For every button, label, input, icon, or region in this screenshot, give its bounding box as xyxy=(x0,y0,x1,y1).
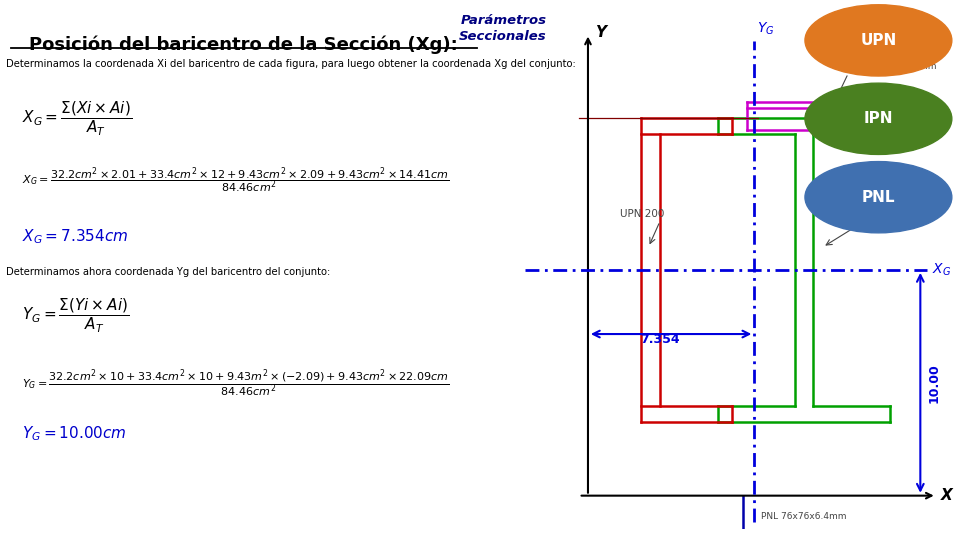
Text: X: X xyxy=(941,488,953,503)
Text: PNL: PNL xyxy=(862,190,895,205)
Text: UPN: UPN xyxy=(860,33,897,48)
Text: 7.354: 7.354 xyxy=(639,333,680,346)
Text: Determinamos la coordenada Xi del baricentro de cada figura, para luego obtener : Determinamos la coordenada Xi del barice… xyxy=(6,59,575,70)
Text: Posición del baricentro de la Sección (Xg):: Posición del baricentro de la Sección (X… xyxy=(29,35,457,53)
Text: PNL 76x76x6.4mm: PNL 76x76x6.4mm xyxy=(851,62,936,71)
Text: $X_G = \dfrac{\Sigma(Xi \times Ai)}{A_T}$: $X_G = \dfrac{\Sigma(Xi \times Ai)}{A_T}… xyxy=(22,100,132,138)
Ellipse shape xyxy=(804,5,952,76)
Text: UPN 200: UPN 200 xyxy=(620,208,664,219)
Text: $Y_G = 10.00cm$: $Y_G = 10.00cm$ xyxy=(22,424,127,443)
Text: $X_G = \dfrac{32.2cm^2 \times 2.01 + 33.4cm^2 \times 12 + 9.43cm^2 \times 2.09 +: $X_G = \dfrac{32.2cm^2 \times 2.01 + 33.… xyxy=(22,165,449,194)
Text: Parámetros
Seccionales: Parámetros Seccionales xyxy=(459,14,546,43)
Text: $Y_G = \dfrac{32.2cm^2 \times 10 + 33.4cm^2 \times 10 + 9.43m^2 \times (-2.09) +: $Y_G = \dfrac{32.2cm^2 \times 10 + 33.4c… xyxy=(22,367,449,399)
Text: $Y_G = \dfrac{\Sigma(Yi \times Ai)}{A_T}$: $Y_G = \dfrac{\Sigma(Yi \times Ai)}{A_T}… xyxy=(22,297,130,335)
Text: IPN: IPN xyxy=(864,111,893,126)
Text: Determinamos ahora coordenada Yg del baricentro del conjunto:: Determinamos ahora coordenada Yg del bar… xyxy=(6,267,330,278)
Text: $X_G$: $X_G$ xyxy=(932,262,951,278)
Ellipse shape xyxy=(804,161,952,233)
Text: PNL 76x76x6.4mm: PNL 76x76x6.4mm xyxy=(761,511,847,521)
Ellipse shape xyxy=(804,83,952,154)
Text: $X_G = 7.354cm$: $X_G = 7.354cm$ xyxy=(22,227,129,246)
Text: IPN 200: IPN 200 xyxy=(867,208,907,219)
Text: Y: Y xyxy=(595,25,606,40)
Text: 10.00: 10.00 xyxy=(927,363,940,403)
Text: $Y_G$: $Y_G$ xyxy=(756,21,774,37)
